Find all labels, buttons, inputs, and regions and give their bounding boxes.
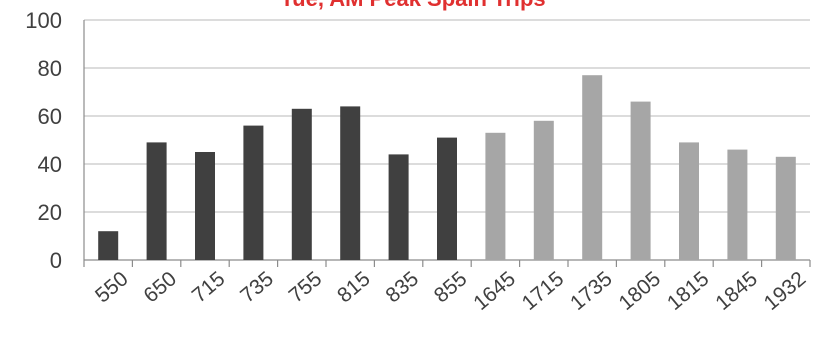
bar-855 [437, 137, 457, 260]
x-tick-label: 835 [381, 267, 423, 307]
y-tick-label: 20 [38, 200, 62, 225]
x-tick-label: 1735 [566, 267, 617, 315]
x-tick-label: 1645 [469, 267, 520, 315]
x-tick-label: 1805 [615, 267, 666, 315]
y-tick-label: 60 [38, 104, 62, 129]
bar-1645 [485, 132, 506, 260]
bar-715 [195, 152, 215, 260]
y-tick-label: 80 [38, 56, 62, 81]
bar-550 [98, 231, 119, 260]
bar-650 [146, 142, 167, 260]
bar-835 [388, 154, 409, 260]
x-tick-label: 815 [333, 267, 375, 307]
bar-755 [291, 108, 312, 260]
bar-815 [340, 106, 361, 261]
x-tick-label: 1815 [663, 267, 714, 315]
bar-1932 [775, 156, 796, 260]
bar-1715 [533, 120, 554, 260]
x-tick-label: 1932 [760, 267, 811, 315]
x-axis-tick-labels: 550 650 715 735 755 815 835 8551645171517351805… [91, 267, 810, 315]
y-tick-label: 40 [38, 152, 62, 177]
y-tick-label: 100 [25, 8, 62, 33]
x-tick-label: 755 [285, 267, 327, 307]
x-tick-label: 650 [139, 267, 181, 307]
y-axis-tick-labels: 0 20 40 60 80 100 [25, 8, 62, 273]
x-tick-label: 550 [91, 267, 133, 307]
chart-title: Tue, AM Peak Spain Trips [280, 0, 545, 11]
bar-series [98, 75, 796, 261]
bar-1815 [679, 142, 699, 260]
bar-1845 [727, 149, 748, 260]
x-tick-label: 735 [236, 267, 278, 307]
bar-1735 [582, 75, 603, 260]
x-tick-label: 855 [430, 267, 472, 307]
x-tick-label: 1715 [518, 267, 569, 315]
x-tick-label: 1845 [711, 267, 762, 315]
bar-1805 [630, 101, 651, 260]
axes [83, 20, 811, 267]
x-tick-label: 715 [188, 267, 230, 307]
y-tick-label: 0 [50, 248, 62, 273]
bar-735 [243, 125, 264, 260]
